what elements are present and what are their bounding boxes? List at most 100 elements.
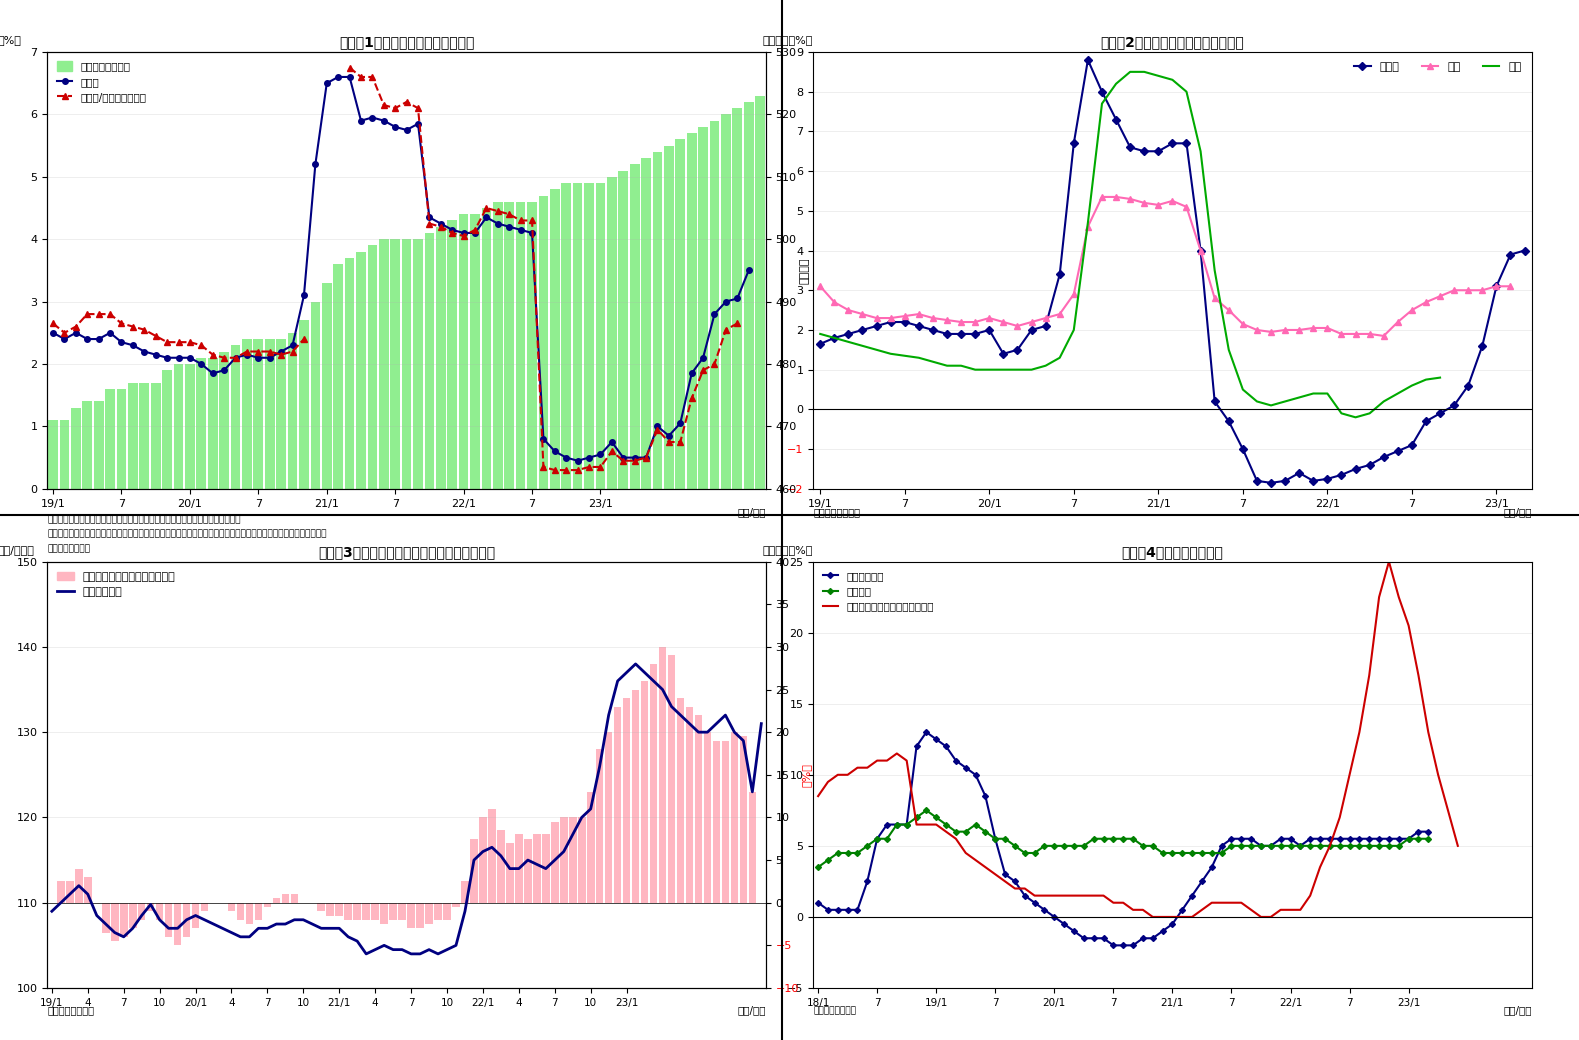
Bar [401, 239, 412, 489]
Bar [371, 903, 379, 919]
Bar [273, 899, 279, 903]
Bar [174, 903, 182, 945]
Bar [311, 302, 321, 489]
Bar [748, 791, 756, 903]
Bar [595, 183, 605, 489]
Bar [49, 420, 58, 489]
Bar [722, 114, 731, 489]
Bar [201, 903, 208, 911]
Bar [619, 171, 628, 489]
Bar [568, 817, 576, 903]
Bar [219, 352, 229, 489]
Bar [632, 690, 639, 903]
Bar [698, 127, 707, 489]
Bar [595, 749, 603, 903]
Bar [482, 208, 491, 489]
Bar [709, 121, 720, 489]
Legend: ドル円レートの前年比（右軸）, ドル円レート: ドル円レートの前年比（右軸）, ドル円レート [54, 567, 180, 601]
Bar [652, 152, 662, 489]
Bar [398, 903, 406, 919]
Bar [739, 736, 747, 903]
Bar [414, 239, 423, 489]
Title: （図表2）　業態別の貸出残高増減率: （図表2） 業態別の貸出残高増減率 [1101, 35, 1244, 50]
Bar [231, 345, 240, 489]
Bar [538, 196, 548, 489]
Bar [407, 903, 415, 929]
Bar [605, 732, 613, 903]
Bar [264, 903, 272, 907]
Text: （資料）日本銀行: （資料）日本銀行 [813, 1007, 856, 1016]
Bar [379, 239, 388, 489]
Bar [139, 383, 148, 489]
Bar [641, 158, 651, 489]
Bar [129, 903, 136, 929]
Bar [584, 183, 594, 489]
Bar [57, 881, 65, 903]
Bar [447, 220, 456, 489]
Bar [74, 868, 82, 903]
Bar [281, 894, 289, 903]
Bar [390, 903, 396, 919]
Text: 特殊要因調整後の前年比＝（今月の調整後貸出残高－前年同月の調整前貸出残高）／前年同月の調整前貸出残高: 特殊要因調整後の前年比＝（今月の調整後貸出残高－前年同月の調整前貸出残高）／前年… [47, 529, 327, 539]
Bar [237, 903, 245, 919]
Bar [137, 903, 145, 919]
Bar [298, 320, 309, 489]
Bar [527, 202, 537, 489]
Text: （円/ドル）: （円/ドル） [0, 545, 35, 555]
Bar [276, 339, 286, 489]
Bar [322, 283, 332, 489]
Text: （%）: （%） [0, 35, 21, 46]
Bar [493, 202, 502, 489]
Bar [676, 139, 685, 489]
Bar [335, 903, 343, 915]
Legend: 大・中堅企業, 中小企業, 海外円借款、国内店名義現地貸: 大・中堅企業, 中小企業, 海外円借款、国内店名義現地貸 [818, 567, 938, 616]
Bar [357, 252, 366, 489]
Bar [291, 894, 298, 903]
Bar [381, 903, 388, 924]
Text: （前年比、%）: （前年比、%） [763, 35, 813, 46]
Bar [562, 183, 572, 489]
Bar [641, 681, 649, 903]
Bar [265, 339, 275, 489]
Bar [191, 903, 199, 929]
Bar [587, 791, 595, 903]
Bar [685, 706, 693, 903]
Bar [287, 333, 297, 489]
Bar [103, 903, 109, 933]
Bar [551, 822, 559, 903]
Bar [614, 706, 622, 903]
Text: （年/月）: （年/月） [737, 1006, 766, 1016]
Bar [434, 903, 442, 919]
Bar [111, 903, 118, 941]
Bar [504, 202, 515, 489]
Bar [542, 834, 549, 903]
Bar [668, 655, 676, 903]
Bar [344, 903, 352, 919]
Text: （資料）日本銀行: （資料）日本銀行 [47, 1006, 95, 1016]
Text: （年/月）: （年/月） [1503, 508, 1532, 517]
Bar [147, 903, 155, 911]
Legend: 貸出残高（右軸）, 前年比, 前年比/特殊要因調整後: 貸出残高（右軸）, 前年比, 前年比/特殊要因調整後 [52, 57, 152, 107]
Bar [66, 881, 74, 903]
Bar [630, 164, 639, 489]
Bar [344, 258, 354, 489]
Bar [71, 408, 81, 489]
Bar [60, 420, 69, 489]
Bar [227, 903, 235, 911]
Bar [368, 245, 377, 489]
Bar [354, 903, 362, 919]
Bar [208, 358, 218, 489]
Bar [459, 214, 469, 489]
Bar [362, 903, 369, 919]
Bar [117, 389, 126, 489]
Bar [471, 214, 480, 489]
Bar [731, 732, 739, 903]
Text: （資料）日本銀行: （資料）日本銀行 [47, 544, 90, 553]
Legend: 都銀等, 地銀, 信金: 都銀等, 地銀, 信金 [1350, 57, 1525, 77]
Title: （図表4）貸出先別貸出金: （図表4）貸出先別貸出金 [1121, 545, 1224, 560]
Title: （図表1）　銀行貸出残高の増減率: （図表1） 銀行貸出残高の増減率 [339, 35, 474, 50]
Bar [425, 233, 434, 489]
Bar [333, 264, 343, 489]
Bar [658, 647, 666, 903]
Text: （年/月）: （年/月） [737, 508, 766, 517]
